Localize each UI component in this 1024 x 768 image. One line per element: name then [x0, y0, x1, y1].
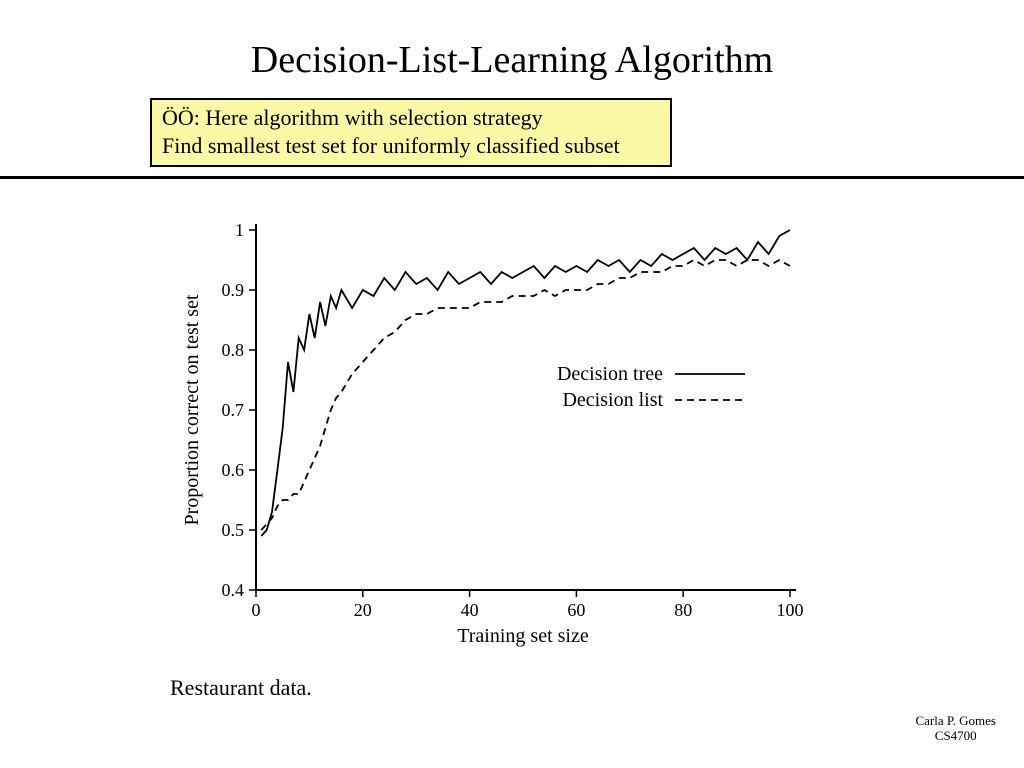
learning-curve-chart: 0.4 0.5 0.6 0.7 0.8 0.9 1 0 20 40 60 80 100 Training …	[170, 210, 810, 650]
svg-text:0.9: 0.9	[222, 280, 245, 300]
note-line-1: ÖÖ: Here algorithm with selection strate…	[162, 104, 660, 132]
svg-text:0.7: 0.7	[222, 400, 245, 420]
chart-caption: Restaurant data.	[170, 675, 312, 701]
svg-text:Training set size: Training set size	[457, 625, 589, 647]
divider	[0, 176, 1024, 179]
svg-text:0: 0	[252, 600, 261, 620]
svg-text:Decision tree: Decision tree	[557, 363, 663, 385]
svg-text:40: 40	[461, 600, 479, 620]
svg-text:0.4: 0.4	[222, 580, 245, 600]
svg-text:0.8: 0.8	[222, 340, 245, 360]
svg-text:60: 60	[567, 600, 585, 620]
svg-text:Proportion correct on test set: Proportion correct on test set	[181, 294, 203, 525]
svg-text:Decision list: Decision list	[562, 389, 663, 411]
svg-text:0.5: 0.5	[222, 520, 245, 540]
page-title: Decision-List-Learning Algorithm	[0, 38, 1024, 82]
svg-text:100: 100	[777, 600, 804, 620]
note-line-2: Find smallest test set for uniformly cla…	[162, 132, 660, 160]
svg-text:80: 80	[674, 600, 692, 620]
note-box: ÖÖ: Here algorithm with selection strate…	[150, 98, 672, 167]
svg-text:1: 1	[235, 220, 244, 240]
footer-course: CS4700	[915, 729, 996, 744]
svg-text:20: 20	[354, 600, 372, 620]
footer: Carla P. Gomes CS4700	[915, 714, 996, 744]
footer-author: Carla P. Gomes	[915, 714, 996, 729]
svg-text:0.6: 0.6	[222, 460, 245, 480]
